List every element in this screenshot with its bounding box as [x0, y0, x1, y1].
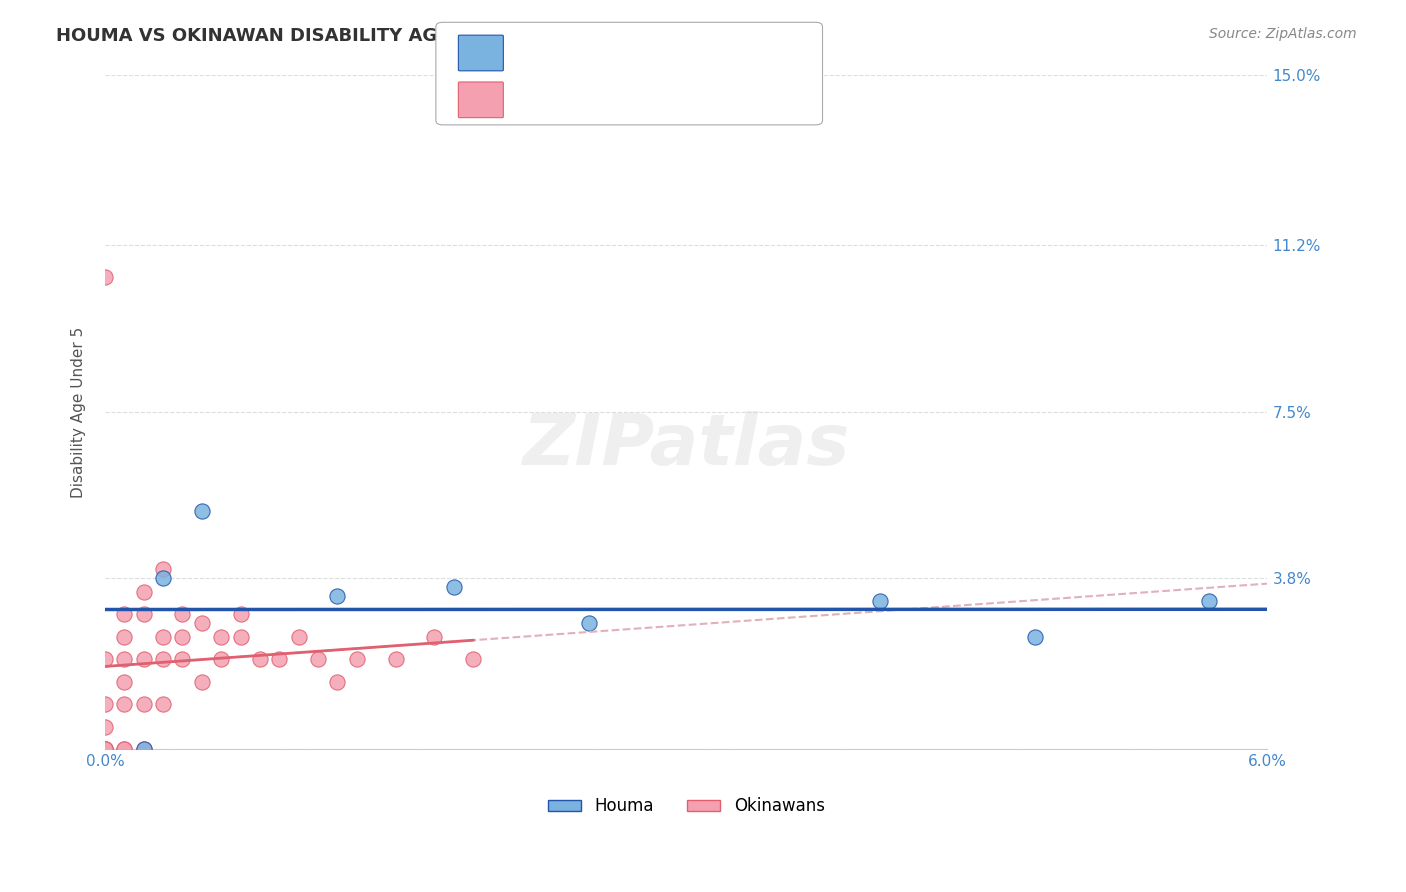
Text: Source: ZipAtlas.com: Source: ZipAtlas.com: [1209, 27, 1357, 41]
Point: [94, 742, 117, 756]
Point: [112, 652, 135, 666]
Point: [443, 581, 465, 595]
Point: [578, 616, 600, 631]
Point: [112, 698, 135, 712]
Point: [132, 742, 155, 756]
Point: [423, 630, 446, 644]
Text: 42: 42: [668, 92, 689, 107]
Point: [94, 698, 117, 712]
Point: [307, 652, 329, 666]
Point: [94, 742, 117, 756]
Point: [1198, 594, 1220, 608]
Point: [346, 652, 368, 666]
Text: 9: 9: [668, 45, 679, 61]
Point: [869, 594, 891, 608]
Point: [132, 742, 155, 756]
Text: ZIPatlas: ZIPatlas: [523, 411, 849, 480]
Point: [152, 571, 174, 585]
Point: [209, 652, 232, 666]
Text: N =: N =: [631, 92, 665, 107]
Text: -0.231: -0.231: [558, 45, 613, 61]
Point: [112, 630, 135, 644]
Text: R =: R =: [516, 92, 550, 107]
Point: [384, 652, 406, 666]
Point: [132, 652, 155, 666]
Point: [209, 630, 232, 644]
Point: [461, 652, 484, 666]
Point: [132, 698, 155, 712]
Point: [326, 674, 349, 689]
Point: [191, 504, 214, 518]
Point: [152, 652, 174, 666]
Point: [249, 652, 271, 666]
Point: [172, 630, 194, 644]
Point: [269, 652, 291, 666]
Point: [94, 270, 117, 285]
Point: [152, 562, 174, 576]
Legend: Houma, Okinawans: Houma, Okinawans: [541, 790, 831, 822]
Point: [229, 630, 252, 644]
Point: [172, 607, 194, 622]
Text: N =: N =: [631, 45, 665, 61]
Point: [132, 585, 155, 599]
Point: [94, 742, 117, 756]
Point: [94, 720, 117, 734]
Point: [229, 607, 252, 622]
Point: [1024, 630, 1046, 644]
Point: [326, 590, 349, 604]
Point: [112, 742, 135, 756]
Point: [152, 630, 174, 644]
Text: R =: R =: [516, 45, 550, 61]
Point: [152, 698, 174, 712]
Point: [191, 674, 214, 689]
Point: [112, 607, 135, 622]
Point: [191, 616, 214, 631]
Point: [287, 630, 309, 644]
Point: [172, 652, 194, 666]
Point: [94, 742, 117, 756]
Y-axis label: Disability Age Under 5: Disability Age Under 5: [72, 326, 86, 498]
Text: 0.131: 0.131: [558, 92, 606, 107]
Point: [112, 742, 135, 756]
Point: [132, 607, 155, 622]
Point: [94, 652, 117, 666]
Text: HOUMA VS OKINAWAN DISABILITY AGE UNDER 5 CORRELATION CHART: HOUMA VS OKINAWAN DISABILITY AGE UNDER 5…: [56, 27, 766, 45]
Point: [112, 674, 135, 689]
